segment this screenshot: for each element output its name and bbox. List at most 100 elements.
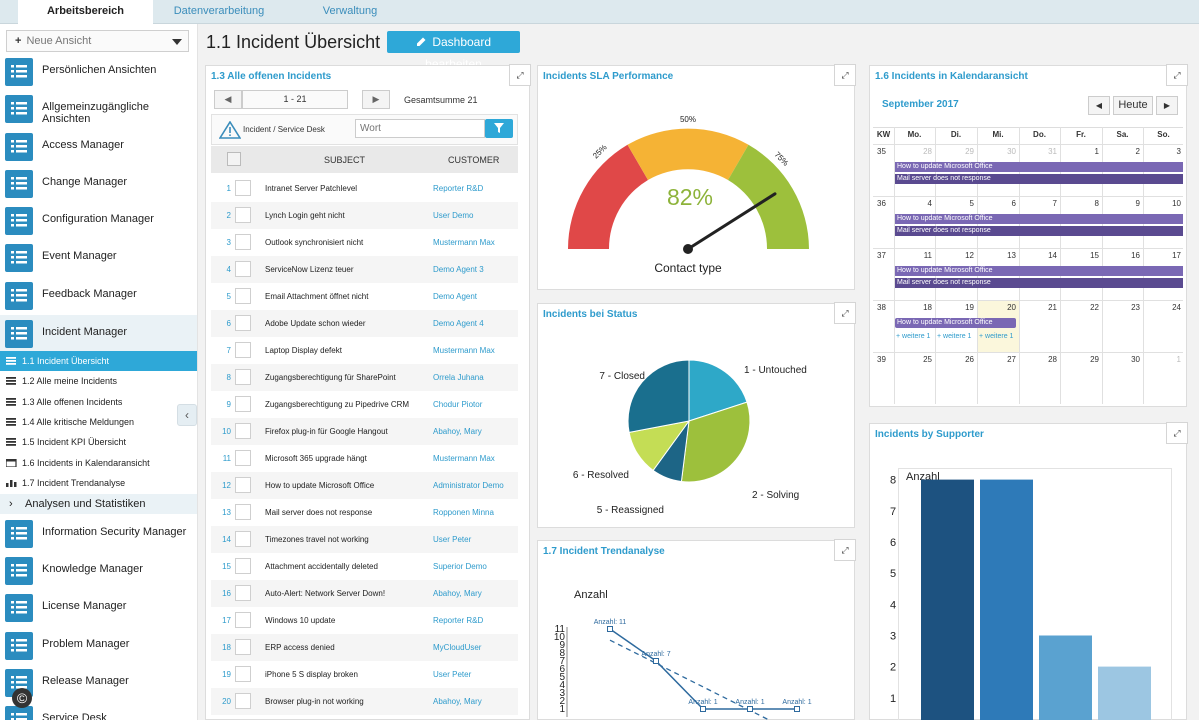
edit-dashboard-button[interactable]: Dashboard bearbeiten	[387, 31, 520, 71]
calendar-today-button[interactable]: Heute	[1113, 96, 1153, 115]
table-row[interactable]: 8 Zugangsberechtigung für SharePoint Orrel…	[211, 364, 518, 391]
row-subject[interactable]: Timezones travel not working	[265, 535, 369, 544]
calendar-more-link[interactable]: + weitere 1	[896, 333, 931, 340]
table-row[interactable]: 16 Auto-Alert: Network Server Down! Abahoy…	[211, 580, 518, 607]
calendar-day[interactable]: 16	[1131, 251, 1140, 260]
row-checkbox[interactable]	[235, 585, 251, 601]
tab-datenverarbeitung[interactable]: Datenverarbeitung	[173, 5, 265, 17]
calendar-event[interactable]: How to update Microsoft Office	[895, 318, 1016, 328]
row-checkbox[interactable]	[235, 612, 251, 628]
table-row[interactable]: 10 Firefox plug-in für Google Hangout Abah…	[211, 418, 518, 445]
table-row[interactable]: 13 Mail server does not response Ropponen …	[211, 499, 518, 526]
row-subject[interactable]: Zugangsberechtigung zu Pipedrive CRM	[265, 400, 410, 409]
row-customer[interactable]: Orrela Juhana	[433, 373, 484, 382]
row-subject[interactable]: Attachment accidentally deleted	[265, 562, 378, 571]
row-subject[interactable]: Laptop Display defekt	[265, 346, 342, 355]
row-checkbox[interactable]	[235, 261, 251, 277]
row-subject[interactable]: Auto-Alert: Network Server Down!	[265, 589, 386, 598]
calendar-day[interactable]: 10	[1172, 199, 1181, 208]
sidebar-item-access-manager[interactable]: Access Manager	[0, 128, 197, 165]
table-row[interactable]: 14 Timezones travel not working User Peter	[211, 526, 518, 553]
table-row[interactable]: 3 Outlook synchronisiert nicht Mustermann …	[211, 229, 518, 256]
trend-point[interactable]	[700, 706, 706, 712]
calendar-day[interactable]: 29	[1090, 355, 1099, 364]
row-subject[interactable]: Microsoft 365 upgrade hängt	[265, 454, 367, 463]
table-row[interactable]: 18 ERP access denied MyCloudUser	[211, 634, 518, 661]
row-checkbox[interactable]	[235, 396, 251, 412]
sidebar-item-analysen[interactable]: › Analysen und Statistiken	[0, 494, 197, 514]
row-customer[interactable]: Demo Agent	[433, 292, 478, 301]
table-row[interactable]: 20 Browser plug-in not working Abahoy, Mar…	[211, 688, 518, 715]
bar[interactable]	[921, 479, 974, 720]
pie-slice[interactable]	[627, 359, 690, 433]
row-subject[interactable]: Email Attachment öffnet nicht	[265, 292, 369, 301]
trend-point[interactable]	[747, 706, 753, 712]
calendar-day[interactable]: 6	[1011, 199, 1016, 208]
calendar-day[interactable]: 26	[965, 355, 974, 364]
sidebar-item-configuration-manager[interactable]: Configuration Manager	[0, 202, 197, 239]
row-checkbox[interactable]	[235, 288, 251, 304]
bar[interactable]	[980, 479, 1033, 720]
table-row[interactable]: 6 Adobe Update schon wieder Demo Agent 4	[211, 310, 518, 337]
table-row[interactable]: 7 Laptop Display defekt Mustermann Max	[211, 337, 518, 364]
sidebar-subitem[interactable]: 1.3 Alle offenen Incidents	[0, 392, 197, 412]
calendar-more-link[interactable]: + weitere 1	[979, 333, 1014, 340]
row-customer[interactable]: User Peter	[433, 670, 472, 679]
pie-slice[interactable]	[688, 359, 748, 422]
row-customer[interactable]: Administrator Demo	[433, 481, 504, 490]
row-customer[interactable]: Demo Agent 4	[433, 319, 484, 328]
row-checkbox[interactable]	[235, 342, 251, 358]
row-customer[interactable]: Mustermann Max	[433, 238, 495, 247]
row-checkbox[interactable]	[235, 666, 251, 682]
row-checkbox[interactable]	[235, 315, 251, 331]
calendar-day[interactable]: 18	[923, 303, 932, 312]
row-customer[interactable]: MyCloudUser	[433, 643, 482, 652]
calendar-day[interactable]: 5	[969, 199, 974, 208]
sidebar-item-problem-manager[interactable]: Problem Manager	[0, 627, 197, 664]
expand-icon[interactable]: ⤢	[1166, 64, 1188, 86]
row-subject[interactable]: Firefox plug-in für Google Hangout	[265, 427, 388, 436]
calendar-day[interactable]: 8	[1094, 199, 1099, 208]
table-row[interactable]: 5 Email Attachment öffnet nicht Demo Agent	[211, 283, 518, 310]
calendar-day[interactable]: 13	[1007, 251, 1016, 260]
row-customer[interactable]: Chodur Piotor	[433, 400, 483, 409]
table-row[interactable]: 4 ServiceNow Lizenz teuer Demo Agent 3	[211, 256, 518, 283]
bar[interactable]	[1039, 635, 1092, 720]
calendar-day[interactable]: 29	[965, 147, 974, 156]
calendar-next-button[interactable]: ▶	[1156, 96, 1178, 115]
calendar-day[interactable]: 23	[1131, 303, 1140, 312]
calendar-day[interactable]: 28	[923, 147, 932, 156]
row-subject[interactable]: ServiceNow Lizenz teuer	[265, 265, 354, 274]
bar[interactable]	[1098, 666, 1151, 720]
calendar-day[interactable]: 1	[1176, 355, 1181, 364]
row-customer[interactable]: Abahoy, Mary	[433, 589, 482, 598]
calendar-day[interactable]: 4	[927, 199, 932, 208]
row-subject[interactable]: iPhone 5 S display broken	[265, 670, 358, 679]
calendar-event[interactable]: Mail server does not response	[895, 174, 1183, 184]
row-subject[interactable]: Outlook synchronisiert nicht	[265, 238, 364, 247]
calendar-day[interactable]: 9	[1135, 199, 1140, 208]
calendar-day[interactable]: 11	[923, 251, 932, 260]
row-checkbox[interactable]	[235, 180, 251, 196]
select-all-checkbox[interactable]	[227, 152, 241, 166]
calendar-day[interactable]: 15	[1090, 251, 1099, 260]
row-customer[interactable]: User Peter	[433, 535, 472, 544]
sidebar-item-event-manager[interactable]: Event Manager	[0, 239, 197, 276]
row-customer[interactable]: Abahoy, Mary	[433, 427, 482, 436]
calendar-day[interactable]: 21	[1048, 303, 1057, 312]
row-subject[interactable]: Lynch Login geht nicht	[265, 211, 345, 220]
sidebar-item-change-manager[interactable]: Change Manager	[0, 165, 197, 202]
row-checkbox[interactable]	[235, 504, 251, 520]
calendar-event[interactable]: Mail server does not response	[895, 278, 1183, 288]
sidebar-item-feedback-manager[interactable]: Feedback Manager	[0, 277, 197, 314]
calendar-day[interactable]: 2	[1135, 147, 1140, 156]
calendar-day[interactable]: 31	[1048, 147, 1057, 156]
table-row[interactable]: 19 iPhone 5 S display broken User Peter	[211, 661, 518, 688]
calendar-day[interactable]: 20	[1007, 303, 1016, 312]
calendar-event[interactable]: How to update Microsoft Office	[895, 214, 1183, 224]
row-subject[interactable]: How to update Microsoft Office	[265, 481, 375, 490]
calendar-day[interactable]: 1	[1094, 147, 1099, 156]
row-customer[interactable]: Superior Demo	[433, 562, 487, 571]
row-subject[interactable]: ERP access denied	[265, 643, 335, 652]
row-subject[interactable]: Zugangsberechtigung für SharePoint	[265, 373, 396, 382]
